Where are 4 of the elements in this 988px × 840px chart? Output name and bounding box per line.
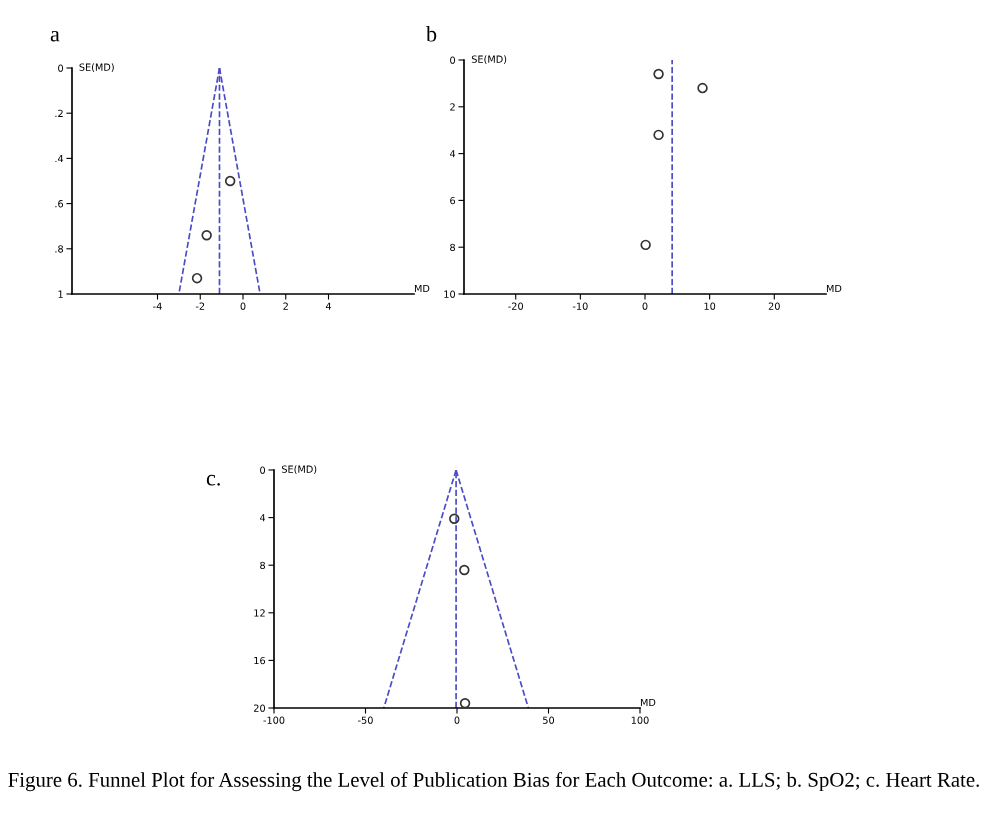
chart-title: b (426, 25, 437, 42)
chart-title: a (50, 30, 60, 42)
chart-title: c. (206, 474, 220, 486)
caption: Figure 6. Funnel Plot for Assessing the Level of Publication Bias for Each Outcome: a. LLS; b. SpO2; c. Heart Rate. (8, 772, 979, 792)
